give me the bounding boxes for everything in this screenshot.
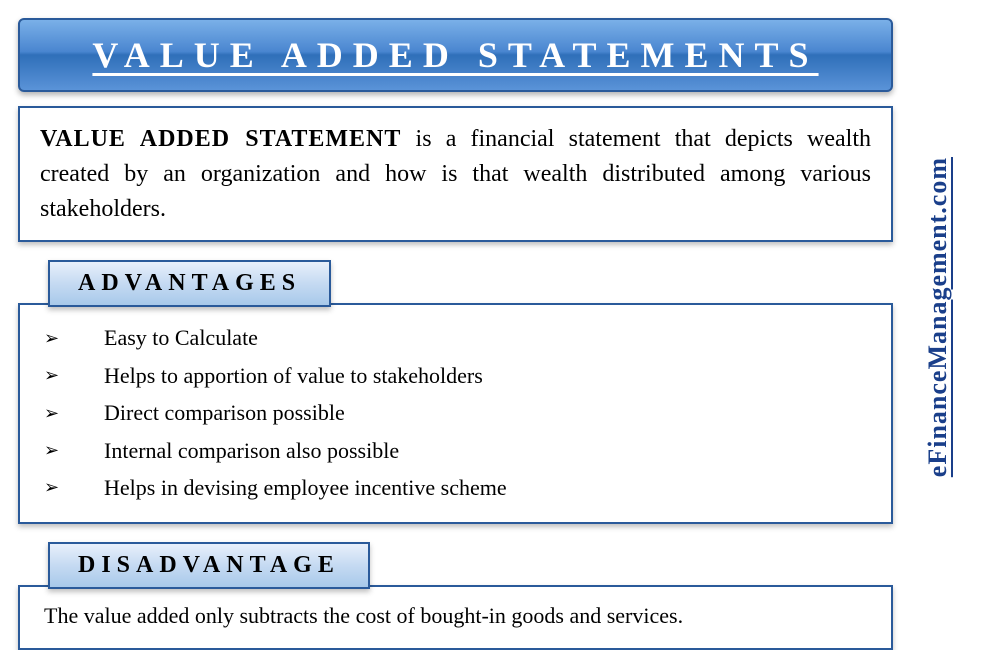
list-item-text: Easy to Calculate (104, 319, 258, 356)
disadvantage-section: DISADVANTAGE The value added only subtra… (18, 542, 893, 650)
advantages-heading: ADVANTAGES (78, 270, 301, 296)
infographic-container: VALUE ADDED STATEMENTS VALUE ADDED STATE… (18, 18, 963, 617)
bullet-icon: ➢ (44, 360, 104, 391)
disadvantage-box: The value added only subtracts the cost … (18, 585, 893, 650)
list-item: ➢Helps to apportion of value to stakehol… (44, 357, 867, 394)
definition-text: VALUE ADDED STATEMENT is a financial sta… (40, 122, 871, 226)
page-title: VALUE ADDED STATEMENTS (92, 35, 818, 75)
list-item-text: Helps in devising employee incentive sch… (104, 469, 507, 506)
bullet-icon: ➢ (44, 472, 104, 503)
watermark-column: eFinanceManagement.com (913, 18, 963, 617)
list-item-text: Helps to apportion of value to stakehold… (104, 357, 483, 394)
bullet-icon: ➢ (44, 435, 104, 466)
definition-lead: VALUE ADDED STATEMENT (40, 126, 401, 152)
advantages-box: ➢Easy to Calculate ➢Helps to apportion o… (18, 303, 893, 524)
bullet-icon: ➢ (44, 323, 104, 354)
content-column: VALUE ADDED STATEMENTS VALUE ADDED STATE… (18, 18, 913, 617)
advantages-tab: ADVANTAGES (48, 260, 331, 307)
advantages-list: ➢Easy to Calculate ➢Helps to apportion o… (44, 319, 867, 506)
definition-box: VALUE ADDED STATEMENT is a financial sta… (18, 106, 893, 242)
list-item: ➢Helps in devising employee incentive sc… (44, 469, 867, 506)
title-bar: VALUE ADDED STATEMENTS (18, 18, 893, 92)
list-item: ➢Direct comparison possible (44, 394, 867, 431)
disadvantage-heading: DISADVANTAGE (78, 552, 340, 578)
list-item-text: Direct comparison possible (104, 394, 345, 431)
watermark-text: eFinanceManagement.com (923, 157, 953, 477)
bullet-icon: ➢ (44, 398, 104, 429)
list-item: ➢Easy to Calculate (44, 319, 867, 356)
disadvantage-tab: DISADVANTAGE (48, 542, 370, 589)
list-item: ➢Internal comparison also possible (44, 432, 867, 469)
list-item-text: Internal comparison also possible (104, 432, 399, 469)
advantages-section: ADVANTAGES ➢Easy to Calculate ➢Helps to … (18, 260, 893, 524)
disadvantage-text: The value added only subtracts the cost … (44, 601, 867, 632)
